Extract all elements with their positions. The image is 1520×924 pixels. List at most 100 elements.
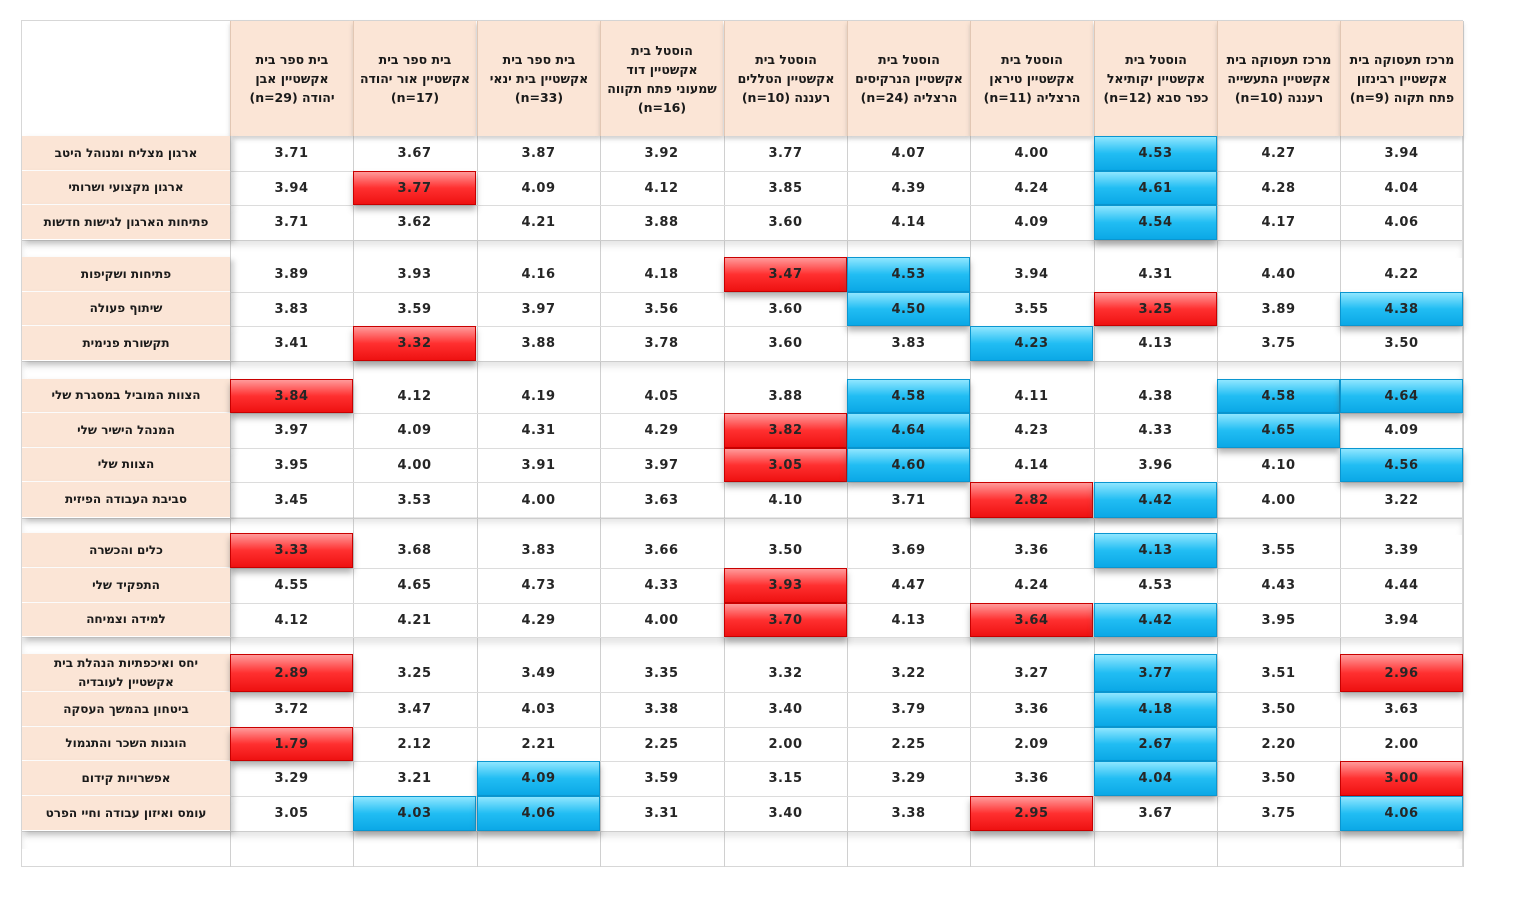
row-label: עומס ואיזון עבודה וחיי הפרט (22, 796, 230, 831)
value-cell: 3.47 (397, 702, 432, 717)
value-cell-high: 4.38 (1340, 292, 1463, 326)
value-cell: 3.77 (768, 146, 803, 161)
column-header-line: רעננה (n=10) (741, 90, 831, 105)
value-cell: 3.38 (891, 806, 926, 821)
column-header: מרכז תעסוקה בית אקשטיין רבינזון פתח תקוה (… (1340, 21, 1463, 136)
column-header-line: מרכז תעסוקה בית (1349, 52, 1455, 67)
value-cell-low: 2.82 (970, 482, 1093, 518)
value-cell: 4.33 (644, 578, 679, 593)
value-cell: 3.67 (1138, 806, 1173, 821)
value-cell: 3.62 (397, 215, 432, 230)
value-cell-low: 3.64 (970, 603, 1093, 637)
value-cell: 4.00 (644, 612, 679, 628)
value-cell-low: 2.89 (230, 654, 353, 692)
value-cell: 3.95 (274, 457, 309, 473)
value-cell: 4.73 (521, 578, 556, 593)
value-cell: 3.97 (644, 457, 679, 473)
value-cell: 3.25 (397, 665, 432, 681)
value-cell: 3.71 (274, 146, 309, 161)
value-cell: 3.39 (1384, 543, 1419, 558)
value-cell: 2.25 (644, 736, 679, 752)
column-header-line: כפר סבא (n=12) (1103, 90, 1209, 105)
column-header: הוסטל בית אקשטיין הנרקיסים הרצליה (n=24) (847, 21, 970, 136)
value-cell: 4.13 (1138, 336, 1173, 351)
value-cell-high: 2.67 (1094, 727, 1217, 761)
value-cell: 4.21 (521, 215, 556, 230)
row-label: הצוות המוביל במסגרת שלי (22, 379, 230, 413)
value-cell: 3.71 (274, 215, 309, 230)
value-cell: 4.65 (397, 578, 432, 593)
value-cell-high: 4.61 (1094, 171, 1217, 205)
value-cell: 3.96 (1138, 457, 1173, 473)
value-cell: 4.09 (521, 180, 556, 196)
value-cell: 3.88 (768, 388, 803, 404)
column-header: בית ספר בית אקשטיין בית ינאי (n=33) (477, 21, 600, 136)
column-header: הוסטל בית אקשטיין יקותיאל כפר סבא (n=12) (1094, 21, 1217, 136)
value-cell-high: 4.09 (477, 761, 600, 796)
row-label: המנהל הישיר שלי (22, 413, 230, 448)
value-cell: 3.93 (397, 267, 432, 282)
column-header-line: אקשטיין התעשייה (1227, 71, 1331, 86)
column-header-text: הוסטל בית אקשטיין הנרקיסים הרצליה (n=24) (855, 50, 963, 107)
value-cell: 3.63 (644, 492, 679, 508)
value-cell: 3.31 (644, 806, 679, 821)
value-cell: 4.38 (1138, 388, 1173, 404)
column-header: בית ספר בית אקשטיין אור יהודה (n=17) (353, 21, 476, 136)
value-cell: 3.50 (768, 543, 803, 558)
grid-vline (230, 21, 231, 867)
value-cell: 3.36 (1014, 771, 1049, 786)
value-cell: 3.40 (768, 806, 803, 821)
column-header-line: אקשטיין טיראן (989, 71, 1075, 86)
column-header: מרכז תעסוקה בית אקשטיין התעשייה רעננה (n=1… (1217, 21, 1340, 136)
column-header-text: בית ספר בית אקשטיין אור יהודה (n=17) (360, 50, 470, 107)
value-cell: 3.83 (521, 543, 556, 558)
value-cell: 3.22 (891, 665, 926, 681)
grid-vline (1340, 21, 1341, 867)
column-header-text: מרכז תעסוקה בית אקשטיין רבינזון פתח תקוה (… (1350, 50, 1455, 107)
value-cell-low: 3.05 (724, 448, 847, 482)
value-cell: 3.60 (768, 215, 803, 230)
row-label: תקשורת פנימית (22, 326, 230, 361)
value-cell: 3.49 (521, 665, 556, 681)
value-cell: 3.36 (1014, 543, 1049, 558)
value-cell: 3.75 (1261, 806, 1296, 821)
value-cell: 4.11 (1014, 388, 1049, 404)
column-header: בית ספר בית אקשטיין אבן יהודה (n=29) (230, 21, 353, 136)
value-cell: 3.51 (1261, 665, 1296, 681)
value-cell-low: 2.95 (970, 796, 1093, 831)
column-header-line: אקשטיין הטללים (737, 71, 835, 86)
value-cell: 4.03 (521, 702, 556, 717)
grid-hline (22, 727, 1462, 728)
value-cell: 4.21 (397, 612, 432, 628)
column-header-line: בית ספר בית (502, 52, 576, 67)
value-cell: 2.00 (768, 736, 803, 752)
value-cell-high: 4.64 (1340, 379, 1463, 413)
value-cell: 4.13 (891, 612, 926, 628)
value-cell: 4.09 (1384, 423, 1419, 438)
value-cell: 4.16 (521, 267, 556, 282)
value-cell: 4.12 (644, 180, 679, 196)
value-cell: 3.50 (1261, 771, 1296, 786)
row-label: פתיחות ושקיפות (22, 257, 230, 292)
section-gap (22, 361, 1462, 379)
column-header-line: אקשטיין יקותיאל (1106, 71, 1206, 86)
value-cell-high: 4.50 (847, 292, 970, 326)
value-cell-high: 4.13 (1094, 533, 1217, 568)
value-cell: 3.55 (1014, 301, 1049, 317)
value-cell-low: 3.25 (1094, 292, 1217, 326)
value-cell-high: 4.58 (1217, 379, 1340, 413)
row-label: ארגון מצליח ומנוהל היטב (22, 136, 230, 171)
value-cell: 3.29 (274, 771, 309, 786)
grid-hline (22, 292, 1462, 293)
value-cell: 4.43 (1261, 578, 1296, 593)
row-label: ארגון מקצועי ושרותי (22, 171, 230, 205)
value-cell: 4.24 (1014, 578, 1049, 593)
value-cell-high: 4.58 (847, 379, 970, 413)
row-label: התפקיד שלי (22, 568, 230, 603)
value-cell: 4.53 (1138, 578, 1173, 593)
value-cell: 2.12 (397, 736, 432, 752)
column-header-line: רעננה (n=10) (1234, 90, 1324, 105)
value-cell-low: 3.70 (724, 603, 847, 637)
column-header-line: יהודה (n=29) (249, 90, 335, 105)
value-cell-low: 3.32 (353, 326, 476, 361)
